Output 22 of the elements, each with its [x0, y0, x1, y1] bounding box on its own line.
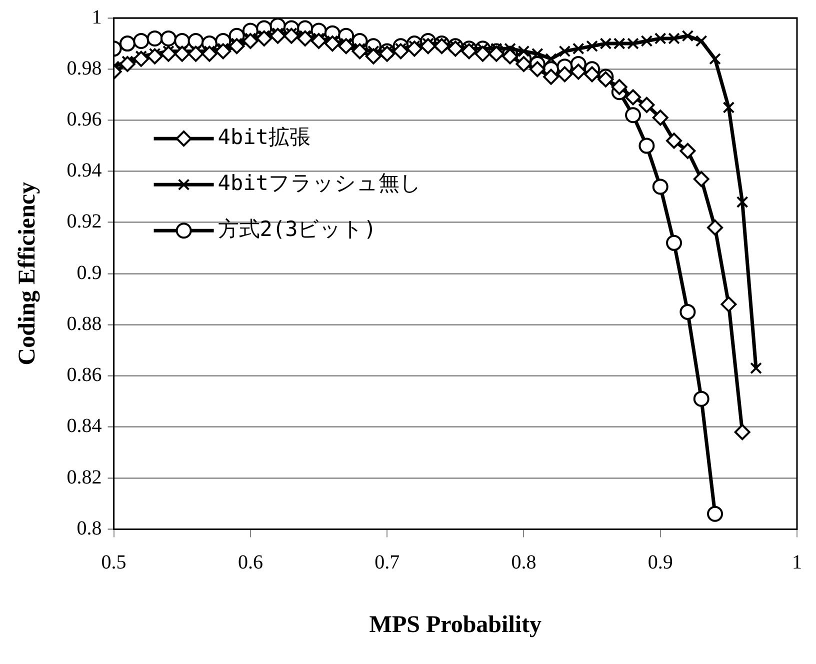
- legend-label: 方式2(3ビット): [218, 217, 376, 242]
- x-tick-label: 0.8: [511, 551, 536, 574]
- legend-label: 4bit拡張: [218, 125, 310, 150]
- x-axis-title: MPS Probability: [369, 612, 542, 638]
- x-tick-label: 1: [792, 551, 802, 574]
- x-tick-label: 0.5: [101, 551, 126, 574]
- y-tick-label: 0.98: [66, 57, 102, 80]
- y-axis-title: Coding Efficiency: [14, 182, 41, 366]
- y-tick-label: 0.88: [66, 312, 102, 335]
- y-tick-label: 0.8: [76, 517, 102, 540]
- y-tick-label: 0.9: [76, 262, 102, 284]
- y-tick-label: 0.92: [66, 210, 102, 233]
- y-tick-label: 0.96: [66, 108, 102, 130]
- y-tick-label: 0.84: [66, 415, 102, 438]
- x-tick-label: 0.6: [238, 551, 263, 574]
- y-tick-label: 0.82: [66, 466, 102, 488]
- legend-label: 4bitフラッシュ無し: [218, 171, 422, 196]
- y-tick-label: 0.94: [66, 160, 102, 182]
- x-tick-label: 0.7: [374, 551, 400, 574]
- y-tick-label: 0.86: [66, 364, 102, 386]
- x-tick-label: 0.9: [648, 551, 673, 574]
- y-tick-label: 1: [92, 6, 102, 28]
